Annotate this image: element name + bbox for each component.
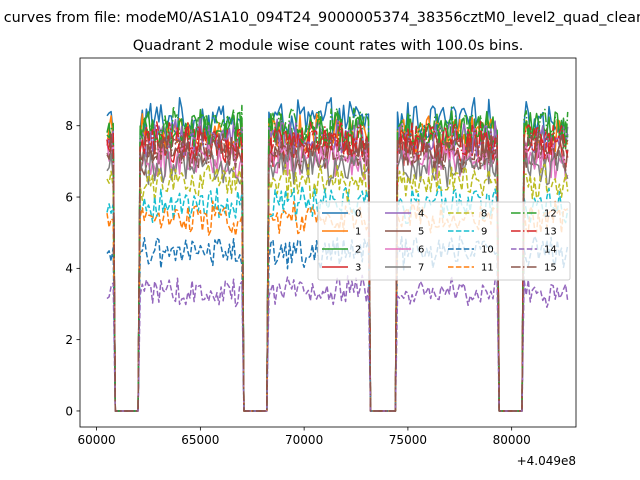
y-tick-label: 8 [65, 119, 73, 133]
series-line-8 [106, 163, 569, 412]
legend-label-9: 9 [481, 227, 487, 238]
legend-label-2: 2 [355, 245, 361, 256]
x-tick-label: 80000 [493, 433, 531, 447]
x-offset-label: +4.049e8 [517, 454, 576, 468]
axes-frame [79, 57, 577, 428]
legend-label-12: 12 [544, 209, 557, 220]
series-line-15 [106, 129, 569, 412]
legend-label-11: 11 [481, 263, 494, 274]
legend-label-4: 4 [418, 209, 424, 220]
y-axis: 0 2 4 6 8 [65, 119, 80, 418]
legend-label-6: 6 [418, 245, 424, 256]
legend-label-1: 1 [355, 227, 361, 238]
legend-label-3: 3 [355, 263, 361, 274]
legend-label-14: 14 [544, 245, 557, 256]
chart-title: Quadrant 2 module wise count rates with … [133, 38, 524, 54]
legend-label-5: 5 [418, 227, 424, 238]
x-tick-label: 70000 [285, 433, 323, 447]
x-tick-label: 65000 [181, 433, 219, 447]
y-tick-label: 0 [65, 404, 73, 418]
legend-label-0: 0 [355, 209, 361, 220]
legend-label-10: 10 [481, 245, 494, 256]
chart-suptitle: light curves from file: modeM0/AS1A10_09… [0, 10, 640, 26]
legend-label-8: 8 [481, 209, 487, 220]
x-tick-label: 75000 [389, 433, 427, 447]
legend-box [317, 201, 571, 281]
legend-label-15: 15 [544, 263, 557, 274]
y-tick-label: 4 [65, 262, 73, 276]
y-tick-label: 6 [65, 190, 73, 204]
x-tick-label: 60000 [78, 433, 116, 447]
y-tick-label: 2 [65, 333, 73, 347]
x-axis: 60000 65000 70000 75000 80000 [78, 427, 531, 447]
legend-label-7: 7 [418, 263, 424, 274]
series-line-12 [106, 104, 569, 412]
legend-label-13: 13 [544, 227, 557, 238]
